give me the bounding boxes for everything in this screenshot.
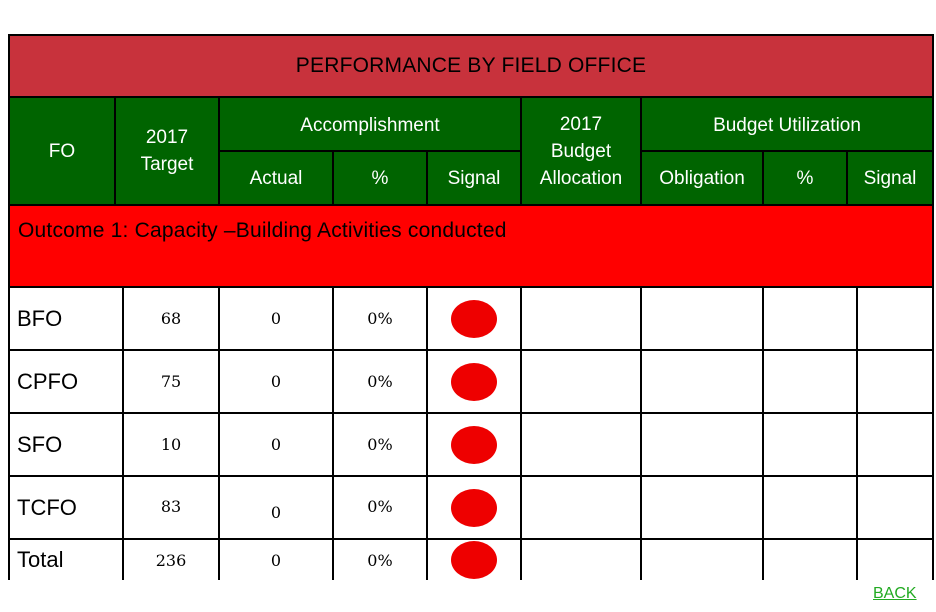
- empty-cell: [522, 477, 640, 538]
- empty-cell: [522, 414, 640, 475]
- outcome-row: Outcome 1: Capacity –Building Activities…: [10, 206, 932, 286]
- header-allocation-label: Allocation: [539, 167, 623, 189]
- actual-value: 0: [220, 540, 332, 580]
- percent-value: 0%: [334, 288, 426, 349]
- fo-name: TCFO: [10, 477, 122, 538]
- signal-indicator: [451, 362, 497, 401]
- fo-name: SFO: [10, 414, 122, 475]
- fo-name: Total: [10, 540, 122, 580]
- signal-indicator: [451, 541, 497, 579]
- header-budget-label: Budget: [550, 140, 612, 162]
- empty-cell: [642, 288, 762, 349]
- empty-cell: [642, 540, 762, 580]
- empty-cell: [642, 477, 762, 538]
- signal-cell: [428, 414, 520, 475]
- percent-value: 0%: [334, 351, 426, 412]
- empty-cell: [764, 288, 856, 349]
- header-bu-signal: Signal: [848, 152, 932, 204]
- empty-cell: [764, 540, 856, 580]
- header-budget-year: 2017: [559, 113, 603, 135]
- actual-value: 0: [220, 477, 332, 538]
- header-budget-utilization: Budget Utilization: [642, 98, 932, 150]
- target-value: 68: [124, 288, 218, 349]
- fo-name: CPFO: [10, 351, 122, 412]
- header-accomplishment: Accomplishment: [220, 98, 520, 150]
- empty-cell: [642, 351, 762, 412]
- header-fo: FO: [10, 98, 114, 204]
- header-budget-allocation: 2017 Budget Allocation: [522, 98, 640, 204]
- signal-cell: [428, 288, 520, 349]
- empty-cell: [522, 540, 640, 580]
- header-target: 2017 Target: [116, 98, 218, 204]
- percent-value: 0%: [334, 540, 426, 580]
- empty-cell: [764, 477, 856, 538]
- signal-indicator: [451, 425, 497, 464]
- fo-name: BFO: [10, 288, 122, 349]
- signal-indicator: [451, 488, 497, 527]
- empty-cell: [858, 351, 932, 412]
- signal-indicator: [451, 299, 497, 338]
- header-percent: %: [334, 152, 426, 204]
- actual-value: 0: [220, 288, 332, 349]
- table-title: PERFORMANCE BY FIELD OFFICE: [10, 36, 932, 96]
- target-value: 10: [124, 414, 218, 475]
- empty-cell: [522, 288, 640, 349]
- empty-cell: [522, 351, 640, 412]
- back-link[interactable]: BACK: [873, 585, 917, 602]
- signal-cell: [428, 540, 520, 580]
- empty-cell: [858, 288, 932, 349]
- header-bu-percent: %: [764, 152, 846, 204]
- empty-cell: [858, 540, 932, 580]
- actual-value: 0: [220, 351, 332, 412]
- empty-cell: [764, 414, 856, 475]
- header-target-label: Target: [140, 154, 194, 175]
- header-signal: Signal: [428, 152, 520, 204]
- header-actual: Actual: [220, 152, 332, 204]
- signal-cell: [428, 351, 520, 412]
- header-obligation: Obligation: [642, 152, 762, 204]
- percent-value: 0%: [334, 477, 426, 538]
- target-value: 83: [124, 477, 218, 538]
- actual-value: 0: [220, 414, 332, 475]
- header-target-year: 2017: [145, 127, 189, 148]
- empty-cell: [764, 351, 856, 412]
- target-value: 236: [124, 540, 218, 580]
- percent-value: 0%: [334, 414, 426, 475]
- empty-cell: [642, 414, 762, 475]
- target-value: 75: [124, 351, 218, 412]
- empty-cell: [858, 414, 932, 475]
- signal-cell: [428, 477, 520, 538]
- empty-cell: [858, 477, 932, 538]
